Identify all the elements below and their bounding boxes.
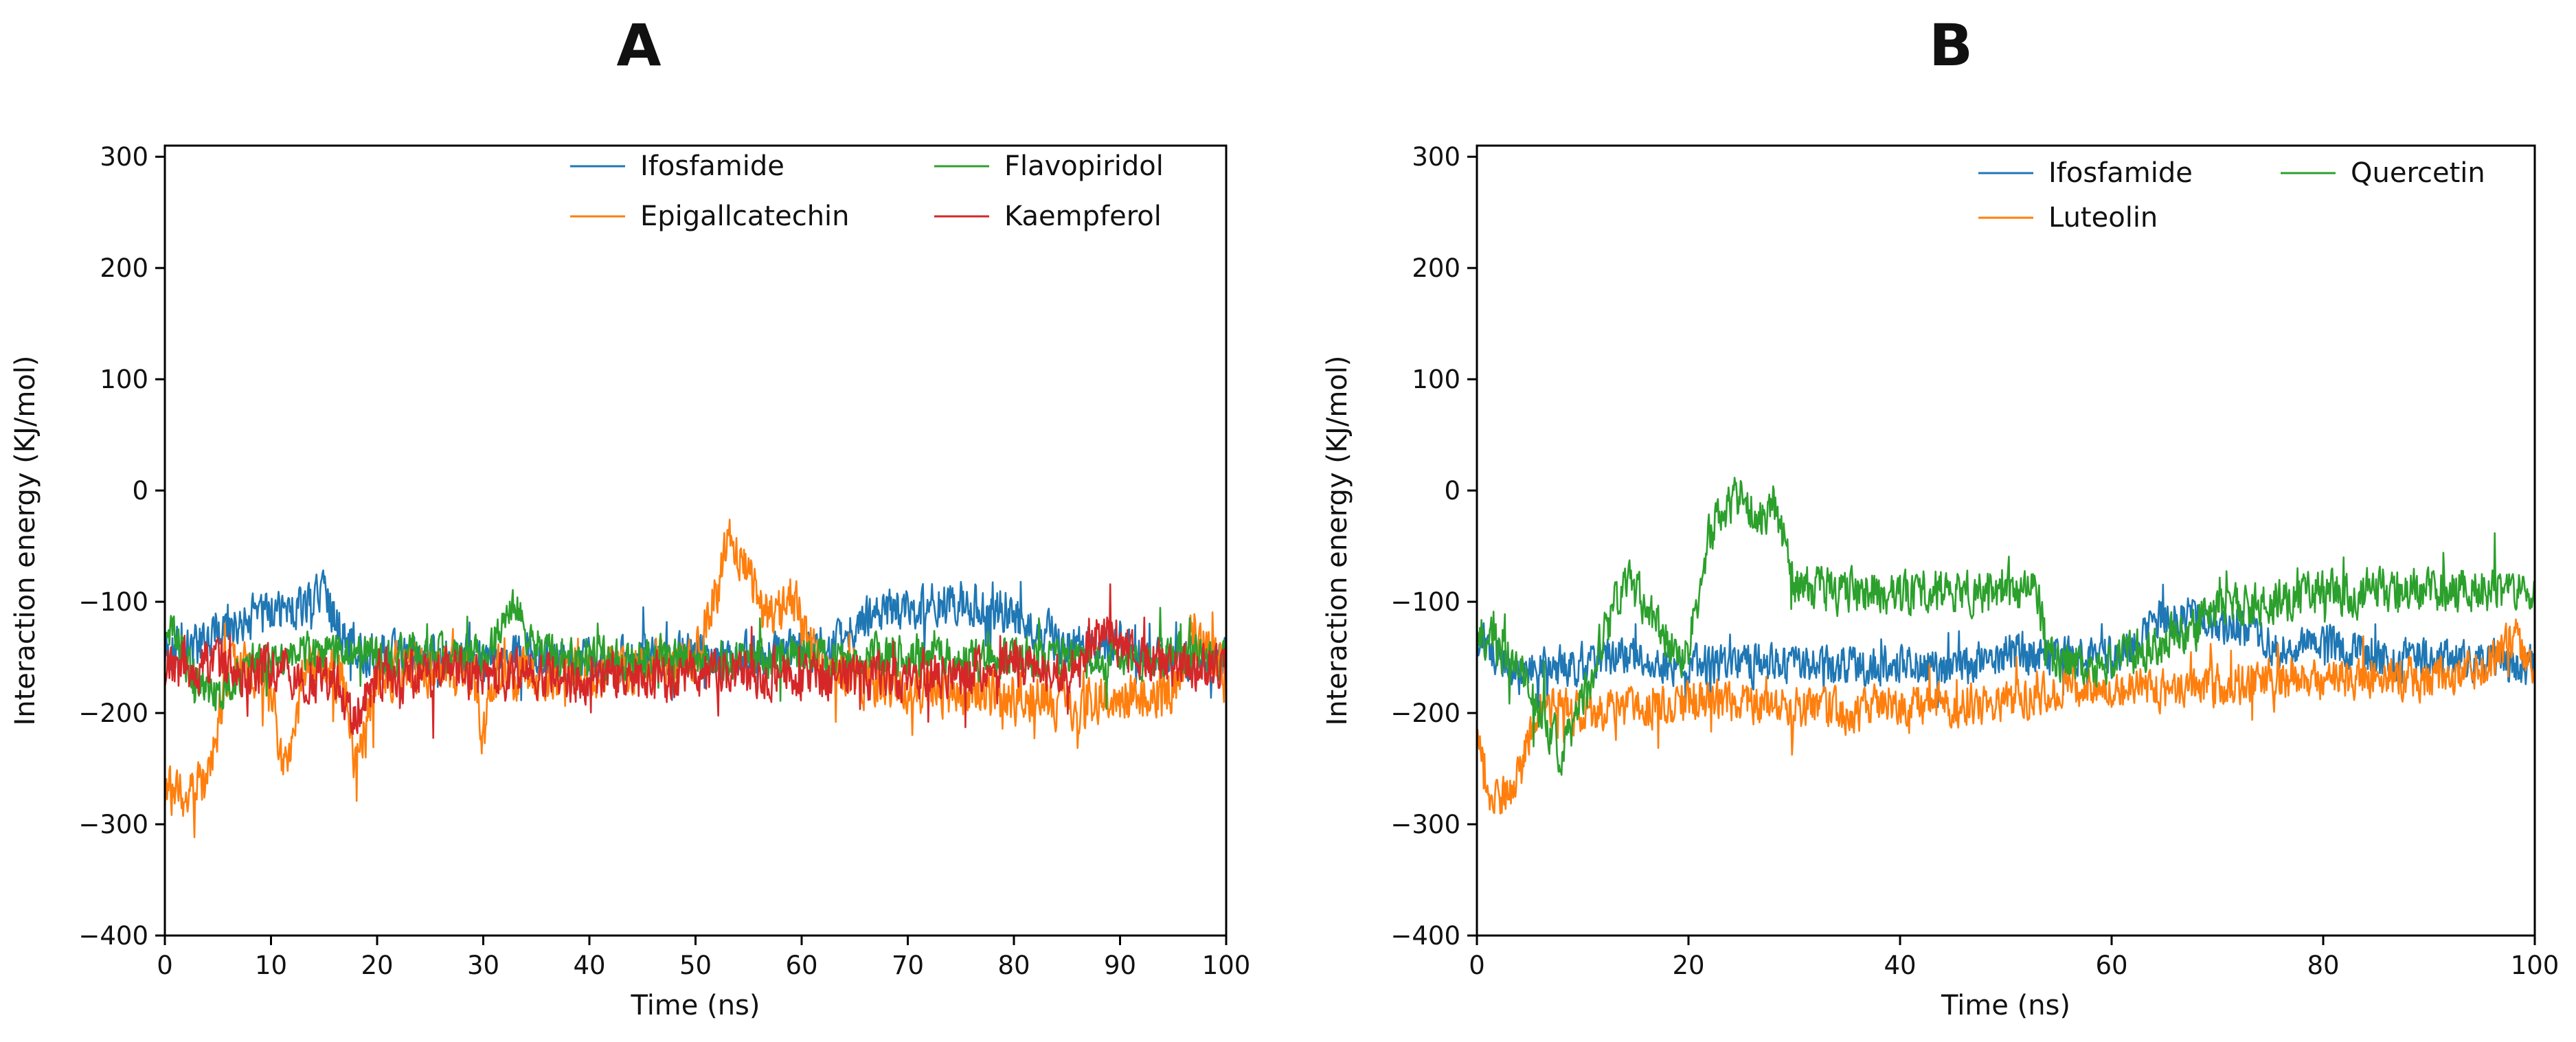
x-tick-label: 0 [157, 951, 173, 980]
series-line-ifosfamide [1477, 583, 2535, 712]
x-tick-label: 80 [2307, 951, 2339, 980]
series-line-kaempferol [165, 583, 1226, 739]
panel-letter-b: B [1929, 12, 1973, 79]
x-tick-label: 70 [892, 951, 924, 980]
legend-label: Epigallcatechin [640, 201, 850, 232]
plot-frame [1476, 144, 2536, 937]
x-tick-label: 40 [573, 951, 605, 980]
legend-label: Luteolin [2048, 202, 2158, 234]
x-tick-label: 60 [785, 951, 817, 980]
chart-panel-a: 0 10 20 30 40 50 60 70 80 90 100 −400 −300 −200 −100 0 1… [10, 142, 1250, 1021]
x-tick-label: 0 [1469, 951, 1485, 980]
y-tick-label: 200 [1412, 253, 1460, 283]
x-tick-label: 100 [2511, 951, 2560, 980]
chart-panel-b: 0 20 40 60 80 100 −400 −300 −200 −100 0 100 200 300 Ti… [1322, 142, 2559, 1021]
series-line-epigallcatechin [165, 519, 1226, 839]
plot-frame [163, 144, 1228, 937]
y-axis-title: Interaction energy (KJ/mol) [10, 355, 41, 725]
x-tick-label: 30 [467, 951, 499, 980]
legend-label: Kaempferol [1004, 201, 1162, 232]
legend-label: Flavopiridol [1004, 150, 1164, 182]
y-tick-label: −200 [78, 699, 148, 728]
x-tick-label: 60 [2095, 951, 2127, 980]
x-tick-label: 100 [1202, 951, 1251, 980]
x-tick-label: 40 [1884, 951, 1916, 980]
legend-label: Ifosfamide [2048, 157, 2193, 189]
series-line-flavopiridol [165, 589, 1226, 712]
y-tick-label: −100 [78, 587, 148, 617]
y-tick-label: −200 [1390, 699, 1460, 728]
legend-label: Ifosfamide [640, 150, 784, 182]
y-tick-label: −400 [1390, 921, 1460, 951]
x-tick-label: 10 [255, 951, 287, 980]
y-tick-label: −100 [1390, 587, 1460, 617]
x-axis-title: Time (ns) [630, 990, 760, 1021]
y-axis-title: Interaction energy (KJ/mol) [1322, 355, 1353, 725]
panel-letter-a: A [616, 12, 661, 79]
y-tick-label: 300 [100, 142, 148, 172]
y-tick-label: 200 [100, 253, 148, 283]
x-axis-title: Time (ns) [1941, 990, 2070, 1021]
series-line-quercetin [1477, 477, 2535, 776]
series-line-luteolin [1477, 618, 2535, 815]
y-tick-label: 0 [132, 476, 148, 506]
y-tick-label: −300 [78, 810, 148, 839]
x-tick-label: 20 [1672, 951, 1704, 980]
x-tick-label: 90 [1104, 951, 1136, 980]
y-tick-label: −400 [78, 921, 148, 951]
series-group [165, 519, 1226, 839]
x-tick-label: 20 [361, 951, 393, 980]
y-tick-label: 100 [1412, 365, 1460, 394]
series-group [1477, 477, 2535, 815]
y-tick-label: −300 [1390, 810, 1460, 839]
y-tick-label: 0 [1444, 476, 1460, 506]
x-tick-label: 50 [679, 951, 712, 980]
x-tick-label: 80 [997, 951, 1030, 980]
y-tick-label: 300 [1412, 142, 1460, 172]
legend-label: Quercetin [2351, 157, 2485, 189]
y-tick-label: 100 [100, 365, 148, 394]
